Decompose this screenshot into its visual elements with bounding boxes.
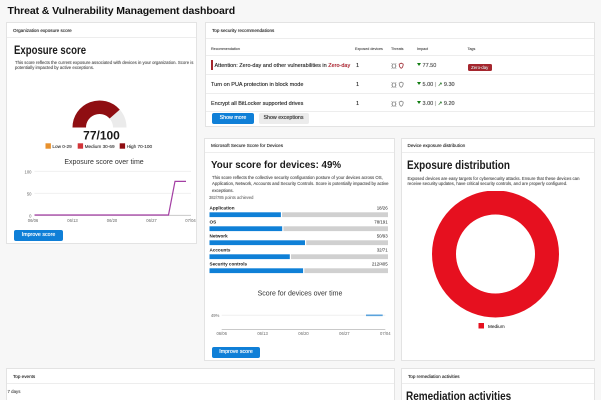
svg-text:0: 0 <box>29 213 32 218</box>
svg-text:Accounts: Accounts <box>210 247 231 252</box>
svg-text:Medium: Medium <box>488 324 505 329</box>
svg-text:100: 100 <box>25 169 33 174</box>
svg-text:06/27: 06/27 <box>339 331 350 336</box>
svg-text:77/100: 77/100 <box>83 129 120 143</box>
svg-text:06/06: 06/06 <box>216 331 227 336</box>
svg-text:78/191: 78/191 <box>374 219 388 224</box>
svg-text:Application: Application <box>210 205 235 210</box>
svg-text:Network: Network <box>210 233 229 238</box>
svg-text:32/71: 32/71 <box>377 247 389 252</box>
svg-text:06/20: 06/20 <box>298 331 309 336</box>
svg-text:Score for devices over time: Score for devices over time <box>258 291 343 298</box>
svg-text:Exposure score over time: Exposure score over time <box>64 159 143 166</box>
svg-text:49%: 49% <box>211 313 220 318</box>
svg-text:High 70-100: High 70-100 <box>127 144 153 149</box>
svg-text:06/06: 06/06 <box>28 218 39 223</box>
svg-text:50: 50 <box>27 191 32 196</box>
svg-text:Low 0-29: Low 0-29 <box>52 144 72 149</box>
svg-text:212/405: 212/405 <box>372 261 388 266</box>
svg-text:06/27: 06/27 <box>146 218 157 223</box>
svg-text:06/13: 06/13 <box>257 331 268 336</box>
svg-text:18/26: 18/26 <box>377 205 389 210</box>
svg-text:OS: OS <box>210 219 217 224</box>
svg-text:07/04: 07/04 <box>185 218 196 223</box>
svg-text:06/13: 06/13 <box>67 218 78 223</box>
svg-text:06/20: 06/20 <box>107 218 118 223</box>
svg-text:07/04: 07/04 <box>380 331 391 336</box>
svg-text:Medium 30-69: Medium 30-69 <box>85 144 115 149</box>
svg-text:50/93: 50/93 <box>377 233 389 238</box>
svg-text:Security controls: Security controls <box>210 261 248 266</box>
